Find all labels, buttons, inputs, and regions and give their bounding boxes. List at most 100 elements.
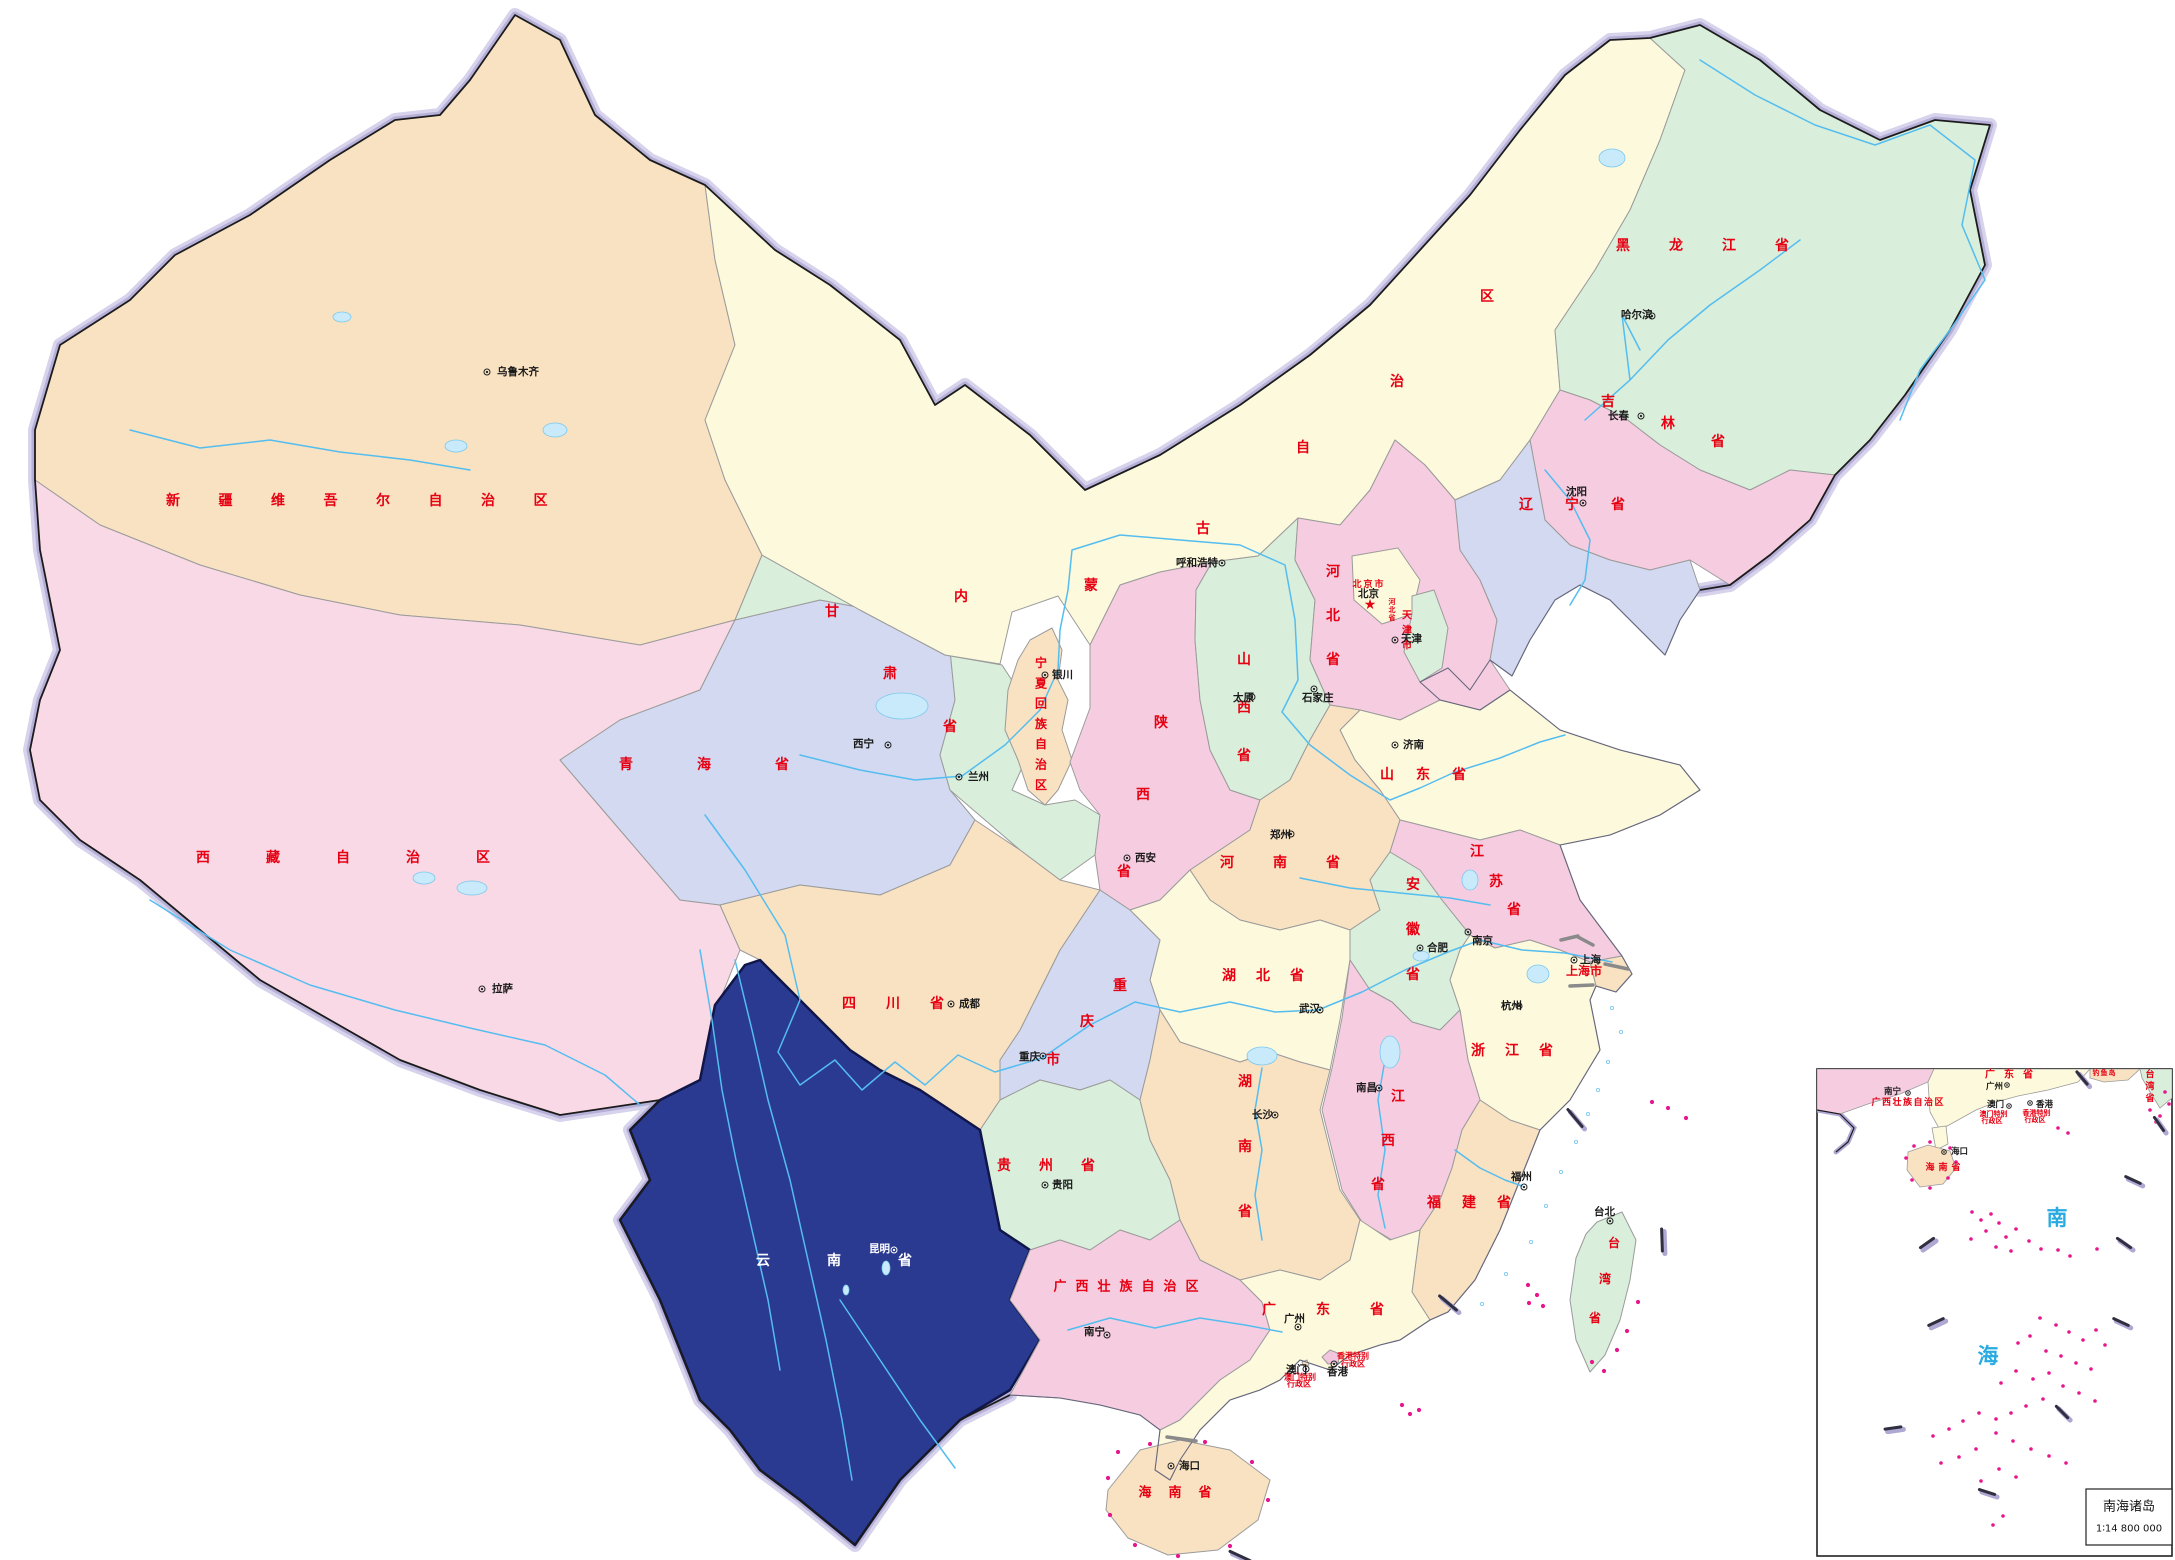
city-marker-dot xyxy=(1250,695,1254,699)
city-marker-dot xyxy=(1650,314,1654,318)
city-label-北京: 北京 xyxy=(1358,587,1380,600)
inset-island-dot xyxy=(2044,1349,2048,1353)
city-marker-dot xyxy=(1522,1185,1526,1189)
city-label-昆明: 昆明 xyxy=(869,1243,890,1255)
label-海南省: 海 xyxy=(1925,1161,1934,1173)
coastline xyxy=(1009,584,1701,1481)
city-marker-dot xyxy=(1125,856,1129,860)
coastal-islet xyxy=(1558,1169,1564,1175)
inset-island-dot xyxy=(2074,1361,2078,1365)
label-广西壮族自治区: 自 xyxy=(1913,1096,1922,1108)
label-台湾省: 台 xyxy=(2145,1068,2154,1080)
gray-boundary-mark xyxy=(1603,962,1630,971)
boundary-dash xyxy=(2115,1236,2133,1250)
label-新疆维吾尔自治区: 治 xyxy=(481,492,495,509)
city-marker-dot xyxy=(957,775,961,779)
label-福建省: 省 xyxy=(1496,1194,1511,1211)
inset-island-dot xyxy=(2077,1391,2081,1395)
island-dot xyxy=(1525,1282,1531,1288)
city-label-成都: 成都 xyxy=(959,997,980,1010)
inset-fujian[interactable] xyxy=(2089,1069,2141,1083)
inset-frame xyxy=(1816,1068,2173,1557)
city-label-乌鲁木齐: 乌鲁木齐 xyxy=(497,365,539,378)
label-宁夏回族自治区: 回 xyxy=(1035,697,1047,711)
inset-island-dot xyxy=(1997,1221,2001,1225)
label-河北省: 河 xyxy=(1326,563,1340,580)
label-澳门特别: 门 xyxy=(1987,1109,1994,1118)
coastal-islet xyxy=(1609,1005,1615,1011)
inset-island-dot xyxy=(2095,1247,2099,1251)
label-青海省: 省 xyxy=(774,756,789,773)
label-澳门特别: 特 xyxy=(1994,1109,2001,1118)
label-新疆维吾尔自治区: 尔 xyxy=(376,492,390,509)
label-澳门特别: 门 xyxy=(1292,1372,1300,1382)
city-marker-dot xyxy=(1304,1367,1308,1371)
island-dot xyxy=(1683,1115,1689,1121)
city-marker xyxy=(1570,956,1578,964)
inset-guangdong[interactable] xyxy=(1927,1069,2091,1131)
label-甘肃省: 省 xyxy=(942,718,957,735)
label-西藏自治区: 治 xyxy=(406,849,420,866)
inset-island-dot xyxy=(2148,1108,2152,1112)
boundary-dash xyxy=(1883,1425,1903,1431)
label-广西壮族自治区: 西 xyxy=(1075,1280,1088,1295)
city-label-合肥: 合肥 xyxy=(1426,941,1449,954)
lake xyxy=(842,1284,850,1296)
province-labels: 新疆维吾尔自治区西藏自治区青海省甘肃省内蒙古自治区宁夏回族自治区陕西省山西省河北… xyxy=(166,237,1789,1501)
label-行政区: 行 xyxy=(1981,1116,1989,1125)
city-marker-dot xyxy=(1289,832,1293,836)
label-宁夏回族自治区: 族 xyxy=(1035,716,1048,731)
label-黑龙江省: 龙 xyxy=(1668,237,1683,254)
label-山东省: 东 xyxy=(1416,766,1430,783)
city-marker xyxy=(1330,1360,1338,1368)
label-行政区: 区 xyxy=(1996,1117,2003,1125)
coastal-islet xyxy=(1605,1059,1611,1065)
city-marker xyxy=(1248,693,1256,701)
label-新疆维吾尔自治区: 区 xyxy=(534,493,548,509)
inset-hainan[interactable] xyxy=(1906,1144,1957,1188)
island-dot xyxy=(1601,1368,1607,1374)
label-西藏自治区: 西 xyxy=(196,850,210,866)
province-ningxia[interactable] xyxy=(1004,627,1073,806)
inset-island-dot xyxy=(2066,1131,2070,1135)
boundary-dash xyxy=(2112,1317,2130,1327)
label-四川省: 川 xyxy=(885,996,900,1012)
inset-taiwan[interactable] xyxy=(2139,1069,2172,1109)
island-dot xyxy=(1416,1407,1422,1413)
label-吉林省: 吉 xyxy=(1601,393,1615,410)
label-广西壮族自治区: 区 xyxy=(1934,1097,1943,1108)
label-宁夏回族自治区: 区 xyxy=(1035,778,1047,792)
label-海南省: 省 xyxy=(1950,1161,1960,1173)
label-天津市: 津 xyxy=(1402,624,1412,637)
inset-leizhou[interactable] xyxy=(1931,1125,1949,1151)
inset-island-dot xyxy=(1910,1178,1914,1182)
island-dot xyxy=(1227,1543,1233,1549)
inset-island-dot xyxy=(2038,1316,2042,1320)
label-云南省: 省 xyxy=(897,1252,912,1269)
inset-island-dot xyxy=(2027,1239,2031,1243)
island-dot xyxy=(1635,1299,1641,1305)
label-湖北省: 北 xyxy=(1256,968,1270,984)
boundary-dash-shadow xyxy=(1885,1426,1906,1435)
province-tianjin[interactable] xyxy=(1403,589,1449,683)
inset-island-dot xyxy=(1991,1523,1995,1527)
province-hainan[interactable] xyxy=(1105,1439,1271,1556)
province-hongkong[interactable] xyxy=(1321,1349,1341,1365)
city-marker-dot xyxy=(1296,1325,1300,1329)
label-河南省: 河 xyxy=(1220,854,1234,871)
province-taiwan[interactable] xyxy=(1569,1211,1637,1373)
label-台湾省: 湾 xyxy=(1599,1271,1611,1286)
label-钓鱼岛: 钓 xyxy=(2092,1068,2100,1077)
label-广东省: 省 xyxy=(1369,1301,1384,1318)
label-江苏省: 江 xyxy=(1470,843,1484,860)
inset-island-dot xyxy=(1939,1461,1943,1465)
label-澳门特别: 别 xyxy=(1307,1373,1316,1382)
label-新疆维吾尔自治区: 新 xyxy=(166,492,180,509)
city-marker-dot xyxy=(480,987,484,991)
city-label-济南: 济南 xyxy=(1403,738,1425,751)
inset-island-dot xyxy=(1931,1434,1935,1438)
label-北京市: 北 xyxy=(1352,578,1361,590)
city-marker-dot xyxy=(1105,1333,1109,1337)
label-宁夏回族自治区: 治 xyxy=(1035,757,1047,772)
inset-island-dot xyxy=(2068,1254,2072,1258)
